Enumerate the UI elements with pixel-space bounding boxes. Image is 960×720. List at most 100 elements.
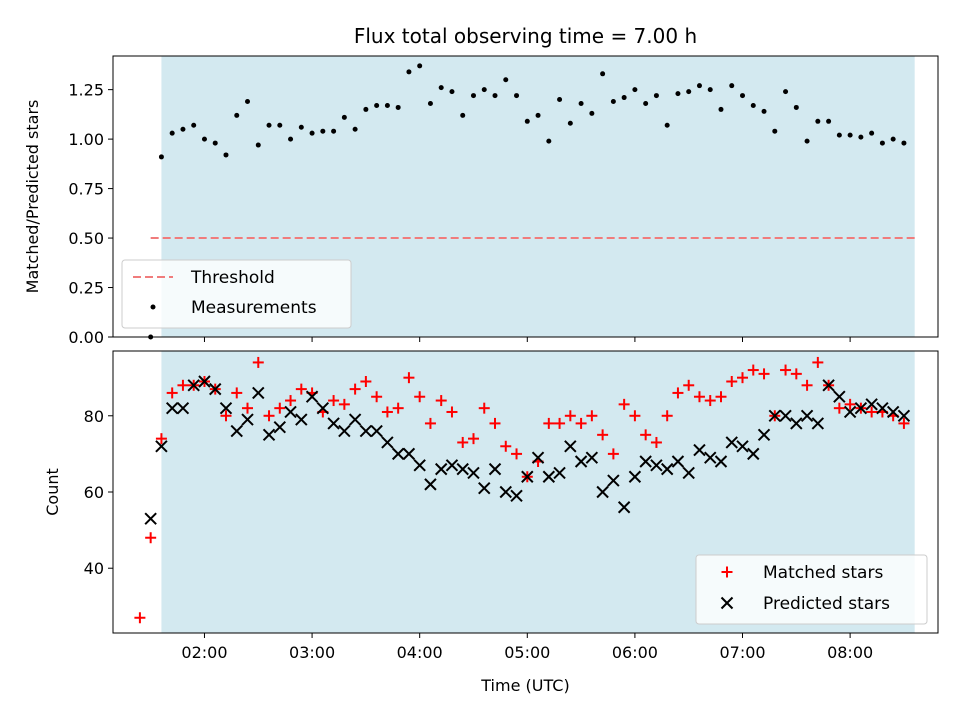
measurement-points <box>148 63 907 340</box>
legend-measurements-label: Measurements <box>191 298 317 318</box>
predicted-star-point <box>865 398 878 411</box>
measurement-point <box>664 122 670 128</box>
predicted-star-point <box>693 443 706 457</box>
measurement-point <box>492 93 498 99</box>
matched-star-point <box>801 379 813 391</box>
predicted-star-point <box>230 424 243 438</box>
ratio-y-tick-label: 0.00 <box>68 328 104 347</box>
time-x-ticks: 02:00 03:00 04:00 05:00 06:00 07:00 08:00 <box>181 633 873 662</box>
measurement-point <box>535 112 541 118</box>
predicted-star-point <box>165 401 179 415</box>
matched-star-point <box>371 391 383 403</box>
predicted-star-point <box>779 409 792 422</box>
measurement-point <box>212 140 218 146</box>
predicted-star-point <box>381 436 394 449</box>
predicted-star-point <box>252 386 265 400</box>
matched-star-point <box>618 398 630 410</box>
measurement-point <box>427 100 433 106</box>
measurement-point <box>341 114 347 120</box>
matched-star-point <box>489 417 501 429</box>
matched-star-point <box>392 402 404 414</box>
predicted-star-point <box>424 478 437 491</box>
count-legend: Matched stars Predicted stars <box>695 554 928 625</box>
time-x-tick-label: 04:00 <box>397 643 443 662</box>
measurement-point <box>686 89 692 95</box>
predicted-star-point <box>284 405 297 419</box>
time-x-tick-label: 08:00 <box>827 643 873 662</box>
predicted-star-point <box>650 459 663 472</box>
predicted-star-point <box>521 470 534 483</box>
matched-star-point <box>295 383 307 395</box>
predicted-star-point <box>327 417 340 430</box>
matched-star-point <box>424 417 436 429</box>
count-panel: 40 60 80 02:00 03:00 04:00 05:00 06:00 07:00 08:… <box>43 350 939 695</box>
predicted-star-point <box>262 428 276 442</box>
measurement-point <box>621 95 627 101</box>
measurement-point <box>201 136 207 142</box>
measurement-point <box>158 154 164 160</box>
measurement-point <box>363 106 369 112</box>
legend-x-marker <box>720 596 734 610</box>
predicted-star-point <box>747 447 760 461</box>
measurement-point <box>890 136 896 142</box>
predicted-star-point <box>660 462 674 476</box>
measurement-point <box>406 69 412 75</box>
matched-star-point <box>607 448 619 460</box>
legend-matched-swatch <box>721 566 733 578</box>
matched-star-point <box>737 372 749 384</box>
matched-star-point <box>693 391 705 403</box>
measurement-point <box>610 99 616 105</box>
measurement-point <box>374 102 380 108</box>
matched-star-point <box>285 395 297 407</box>
matched-star-point <box>758 368 770 380</box>
measurement-point <box>255 142 261 148</box>
matched-star-point <box>511 448 523 460</box>
predicted-star-point <box>596 485 609 499</box>
predicted-star-point <box>305 390 319 403</box>
predicted-star-point <box>714 455 728 468</box>
measurement-point <box>234 112 240 118</box>
measurement-point <box>589 110 595 116</box>
matched-star-point <box>640 429 652 441</box>
predicted-star-point <box>187 379 200 392</box>
matched-star-point <box>381 406 393 418</box>
measurement-point <box>331 128 337 134</box>
matched-star-point <box>780 364 792 376</box>
predicted-star-point <box>833 390 846 403</box>
measurement-point <box>524 118 530 124</box>
measurement-point <box>869 130 875 136</box>
matched-star-point <box>898 417 910 429</box>
legend-plus-marker <box>721 566 733 578</box>
measurement-point <box>277 122 283 128</box>
matched-star-point <box>274 402 286 414</box>
predicted-star-point <box>553 466 566 480</box>
measurement-point <box>309 130 315 136</box>
matched-star-point <box>478 402 490 414</box>
time-x-tick-label: 06:00 <box>612 643 658 662</box>
measurement-point <box>707 87 713 93</box>
predicted-star-point <box>295 413 308 426</box>
predicted-star-point <box>574 455 588 468</box>
predicted-star-point <box>897 409 911 422</box>
matched-star-point <box>349 383 361 395</box>
predicted-star-point <box>628 470 642 483</box>
measurement-point <box>395 104 401 110</box>
predicted-star-point <box>434 462 448 476</box>
predicted-star-point <box>155 440 168 453</box>
count-y-tick-label: 40 <box>84 559 104 578</box>
measurement-point <box>384 102 390 108</box>
predicted-star-point <box>391 447 405 461</box>
predicted-star-point <box>725 436 738 449</box>
matched-star-point <box>747 364 759 376</box>
matched-star-point <box>672 387 684 399</box>
matched-star-point <box>500 440 512 452</box>
predicted-star-point <box>671 455 685 468</box>
measurement-point <box>481 87 487 93</box>
matched-star-point <box>263 410 275 422</box>
predicted-star-point <box>757 428 771 442</box>
predicted-star-point <box>617 501 631 514</box>
predicted-star-point <box>176 401 190 415</box>
matched-star-point <box>575 417 587 429</box>
matched-star-point <box>629 410 641 422</box>
matched-star-point <box>564 410 576 422</box>
